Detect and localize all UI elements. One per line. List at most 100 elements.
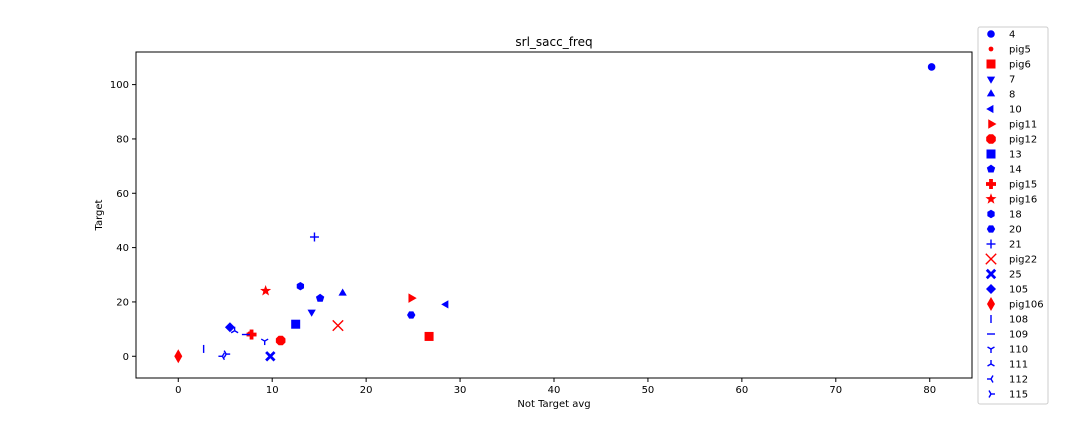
legend-label: 8 xyxy=(1009,90,1015,101)
data-point xyxy=(218,352,226,361)
legend-label: 14 xyxy=(1009,165,1022,176)
legend-marker xyxy=(987,30,995,38)
x-tick-label: 80 xyxy=(923,385,936,396)
chart-title: srl_sacc_freq xyxy=(515,35,592,49)
legend-marker xyxy=(988,46,994,52)
legend-marker xyxy=(987,209,995,219)
legend-item: 20 xyxy=(986,225,1022,236)
data-point xyxy=(260,338,269,346)
data-point xyxy=(309,232,319,242)
legend-label: 25 xyxy=(1009,270,1022,281)
legend-label: 108 xyxy=(1009,315,1028,326)
y-tick-label: 60 xyxy=(116,189,129,200)
legend-item: 109 xyxy=(987,330,1028,341)
legend-marker xyxy=(986,239,996,249)
data-point xyxy=(223,350,231,358)
legend-marker xyxy=(986,76,996,84)
legend-item: 110 xyxy=(987,345,1028,356)
data-point xyxy=(441,300,449,309)
legend-label: pig6 xyxy=(1009,60,1031,71)
legend-marker xyxy=(987,360,995,367)
legend-marker xyxy=(985,268,997,280)
legend-marker xyxy=(988,390,995,398)
data-point xyxy=(265,351,276,362)
legend-item: 13 xyxy=(986,149,1022,161)
legend-marker xyxy=(986,284,996,294)
legend-label: 7 xyxy=(1009,75,1015,86)
legend-marker xyxy=(987,346,995,353)
legend-label: 13 xyxy=(1009,150,1022,161)
x-tick-label: 10 xyxy=(266,385,279,396)
legend-marker xyxy=(986,134,996,144)
legend-marker xyxy=(985,253,997,265)
legend-marker xyxy=(986,89,996,97)
legend-item: pig6 xyxy=(986,59,1031,71)
data-point xyxy=(174,349,183,364)
plot-frame xyxy=(135,51,973,379)
legend-item: 8 xyxy=(986,89,1015,101)
legend-marker xyxy=(987,375,994,383)
data-point xyxy=(408,293,417,303)
legend-label: pig11 xyxy=(1009,120,1037,131)
legend-marker xyxy=(986,164,996,173)
x-tick-label: 50 xyxy=(642,385,655,396)
data-point xyxy=(338,288,347,296)
legend-label: pig106 xyxy=(1009,300,1044,311)
legend-marker xyxy=(988,119,997,129)
x-tick-label: 40 xyxy=(548,385,561,396)
y-tick-label: 40 xyxy=(116,243,129,254)
legend-item: pig15 xyxy=(986,179,1037,191)
x-tick-label: 30 xyxy=(454,385,467,396)
legend-item: 14 xyxy=(986,164,1022,176)
data-point xyxy=(291,319,301,329)
x-axis-label: Not Target avg xyxy=(517,399,590,410)
y-tick-label: 100 xyxy=(110,80,129,91)
data-point xyxy=(424,331,434,341)
x-tick-label: 0 xyxy=(175,385,181,396)
legend-marker xyxy=(986,225,996,233)
legend-item: 108 xyxy=(990,315,1028,326)
legend-item: pig16 xyxy=(985,193,1037,206)
legend-label: 4 xyxy=(1009,30,1015,41)
data-point xyxy=(315,293,325,302)
legend-item: 111 xyxy=(987,360,1028,371)
data-point xyxy=(246,329,257,340)
legend-marker xyxy=(987,297,995,311)
data-points xyxy=(174,63,936,364)
legend-label: 110 xyxy=(1009,345,1028,356)
legend-marker xyxy=(986,149,996,159)
legend-item: 10 xyxy=(986,105,1022,116)
legend-label: pig12 xyxy=(1009,135,1037,146)
legend-marker xyxy=(986,179,996,189)
legend-item: pig22 xyxy=(985,253,1037,266)
y-axis-label: Target xyxy=(94,199,105,231)
legend-marker xyxy=(986,104,994,114)
legend-label: 18 xyxy=(1009,210,1022,221)
legend-label: 109 xyxy=(1009,330,1028,341)
data-point xyxy=(230,326,239,334)
legend-label: pig15 xyxy=(1009,180,1037,191)
data-point xyxy=(332,319,344,332)
legend-item: 21 xyxy=(986,239,1022,251)
legend-label: pig22 xyxy=(1009,255,1037,266)
legend-item: 18 xyxy=(987,209,1022,221)
data-point xyxy=(307,309,316,317)
legend: 4 pig5 pig6 7 8 10 pig11 pig12 13 14 pig15 pig16 18 2… xyxy=(985,30,1044,401)
data-point xyxy=(260,285,272,296)
data-point xyxy=(407,311,416,319)
x-tick-label: 70 xyxy=(829,385,842,396)
legend-marker xyxy=(986,59,996,69)
legend-item: 25 xyxy=(985,268,1022,281)
x-tick-label: 60 xyxy=(735,385,748,396)
legend-label: 115 xyxy=(1009,390,1028,401)
data-point xyxy=(224,322,235,333)
legend-item: 4 xyxy=(987,30,1015,41)
legend-item: 112 xyxy=(987,375,1028,386)
legend-marker xyxy=(985,193,997,204)
legend-label: 10 xyxy=(1009,105,1022,116)
legend-label: 112 xyxy=(1009,375,1028,386)
x-tick-label: 20 xyxy=(360,385,373,396)
data-point xyxy=(296,281,305,291)
legend-item: 115 xyxy=(988,390,1028,401)
